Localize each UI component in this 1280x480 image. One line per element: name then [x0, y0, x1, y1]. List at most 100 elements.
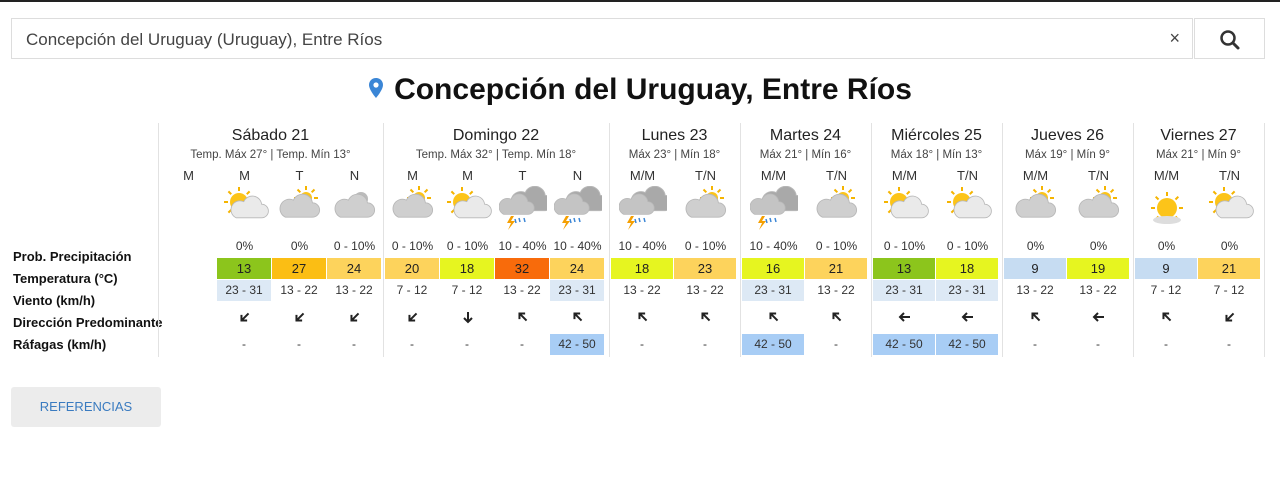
day-summary: Temp. Máx 27° | Temp. Mín 13° — [190, 149, 351, 161]
divider — [609, 123, 610, 357]
day-summary: Máx 18° | Mín 13° — [890, 149, 983, 161]
search-query[interactable]: Concepción del Uruguay (Uruguay), Entre … — [26, 30, 383, 49]
wind: 13 - 22 — [1079, 283, 1117, 297]
precip: 0 - 10% — [446, 239, 489, 253]
precip: 0 - 10% — [333, 239, 376, 253]
temperature: 19 — [1067, 258, 1129, 279]
precip: 0% — [1026, 239, 1045, 253]
precip: 10 - 40% — [553, 239, 602, 253]
day-summary: Máx 21° | Mín 16° — [759, 149, 852, 161]
top-bar — [0, 0, 1280, 2]
temperature: 16 — [742, 258, 804, 279]
precip: 10 - 40% — [749, 239, 798, 253]
period: T — [295, 168, 304, 183]
row-label: Viento (km/h) — [13, 293, 96, 308]
weather-icon — [444, 186, 492, 237]
wind-direction — [238, 310, 252, 329]
wind-direction — [1029, 310, 1043, 329]
wind-direction — [830, 310, 844, 329]
day-name: Viernes 27 — [1160, 127, 1237, 144]
wind-direction — [516, 310, 530, 329]
direction-arrow — [1092, 312, 1104, 322]
weather-icon — [276, 186, 324, 237]
weather-icon-graphic — [1208, 187, 1254, 219]
direction-arrow — [831, 312, 841, 322]
wind: 13 - 22 — [280, 283, 318, 297]
precip: 0 - 10% — [391, 239, 434, 253]
temperature: 32 — [495, 258, 549, 279]
period: T/N — [957, 168, 978, 183]
divider — [383, 123, 384, 357]
precip: 0 - 10% — [946, 239, 989, 253]
period: M — [462, 168, 473, 183]
period: N — [572, 168, 583, 183]
weather-icon — [1143, 186, 1191, 237]
day-summary: Máx 21° | Mín 9° — [1155, 149, 1242, 161]
search-button[interactable] — [1194, 18, 1265, 59]
direction-arrow — [637, 312, 647, 322]
direction-arrow — [572, 312, 582, 322]
divider — [871, 123, 872, 357]
weather-icon — [389, 186, 437, 237]
direction-arrow — [898, 312, 910, 322]
direction-arrow — [517, 312, 527, 322]
wind: 7 - 12 — [1150, 283, 1182, 297]
wind: 13 - 22 — [1016, 283, 1054, 297]
precip: 10 - 40% — [498, 239, 547, 253]
period: M/M — [629, 168, 656, 183]
period: T/N — [1219, 168, 1240, 183]
weather-icon — [813, 186, 861, 237]
references-button[interactable]: REFERENCIAS — [11, 387, 161, 427]
day-name: Sábado 21 — [231, 127, 310, 144]
row-label: Dirección Predominante — [13, 315, 163, 330]
weather-icon — [881, 186, 929, 237]
wind-direction — [961, 310, 975, 329]
weather-icon — [1075, 186, 1123, 237]
direction-arrow — [462, 312, 473, 324]
temperature: 27 — [272, 258, 326, 279]
wind: 7 - 12 — [1213, 283, 1245, 297]
temperature: 24 — [327, 258, 381, 279]
precip: 0% — [290, 239, 309, 253]
period: T/N — [1088, 168, 1109, 183]
period: M/M — [1153, 168, 1180, 183]
search-icon — [1220, 30, 1240, 50]
gusts: - — [703, 337, 707, 351]
weather-icon-graphic — [1078, 186, 1119, 218]
period: M/M — [760, 168, 787, 183]
wind-direction — [767, 310, 781, 329]
weather-icon — [749, 185, 804, 237]
divider — [1264, 123, 1265, 357]
temperature: 18 — [936, 258, 998, 279]
search-box[interactable]: Concepción del Uruguay (Uruguay), Entre … — [11, 18, 1193, 59]
clear-button[interactable]: × — [1169, 28, 1180, 48]
wind: 23 - 31 — [217, 280, 271, 301]
gusts: 42 - 50 — [936, 334, 998, 355]
weather-icon-graphic — [334, 192, 375, 218]
precip: 0% — [1220, 239, 1239, 253]
temperature: 18 — [440, 258, 494, 279]
direction-arrow — [239, 312, 249, 322]
gusts: - — [1164, 337, 1168, 351]
wind-direction — [293, 310, 307, 329]
period: T — [518, 168, 527, 183]
gusts: - — [242, 337, 246, 351]
precip: 0% — [235, 239, 254, 253]
wind: 23 - 31 — [936, 280, 998, 301]
wind-direction — [461, 310, 475, 329]
period: M — [183, 168, 194, 183]
weather-icon-graphic — [279, 186, 320, 218]
period: M — [239, 168, 250, 183]
temperature: 13 — [873, 258, 935, 279]
wind: 13 - 22 — [503, 283, 541, 297]
wind-direction — [406, 310, 420, 329]
wind-direction — [348, 310, 362, 329]
temperature: 18 — [611, 258, 673, 279]
temperature: 21 — [805, 258, 867, 279]
row-label: Temperatura (°C) — [13, 271, 118, 286]
day-name: Lunes 23 — [641, 127, 708, 144]
weather-icon-graphic — [446, 187, 492, 219]
wind-direction — [636, 310, 650, 329]
weather-icon-graphic — [498, 185, 553, 230]
